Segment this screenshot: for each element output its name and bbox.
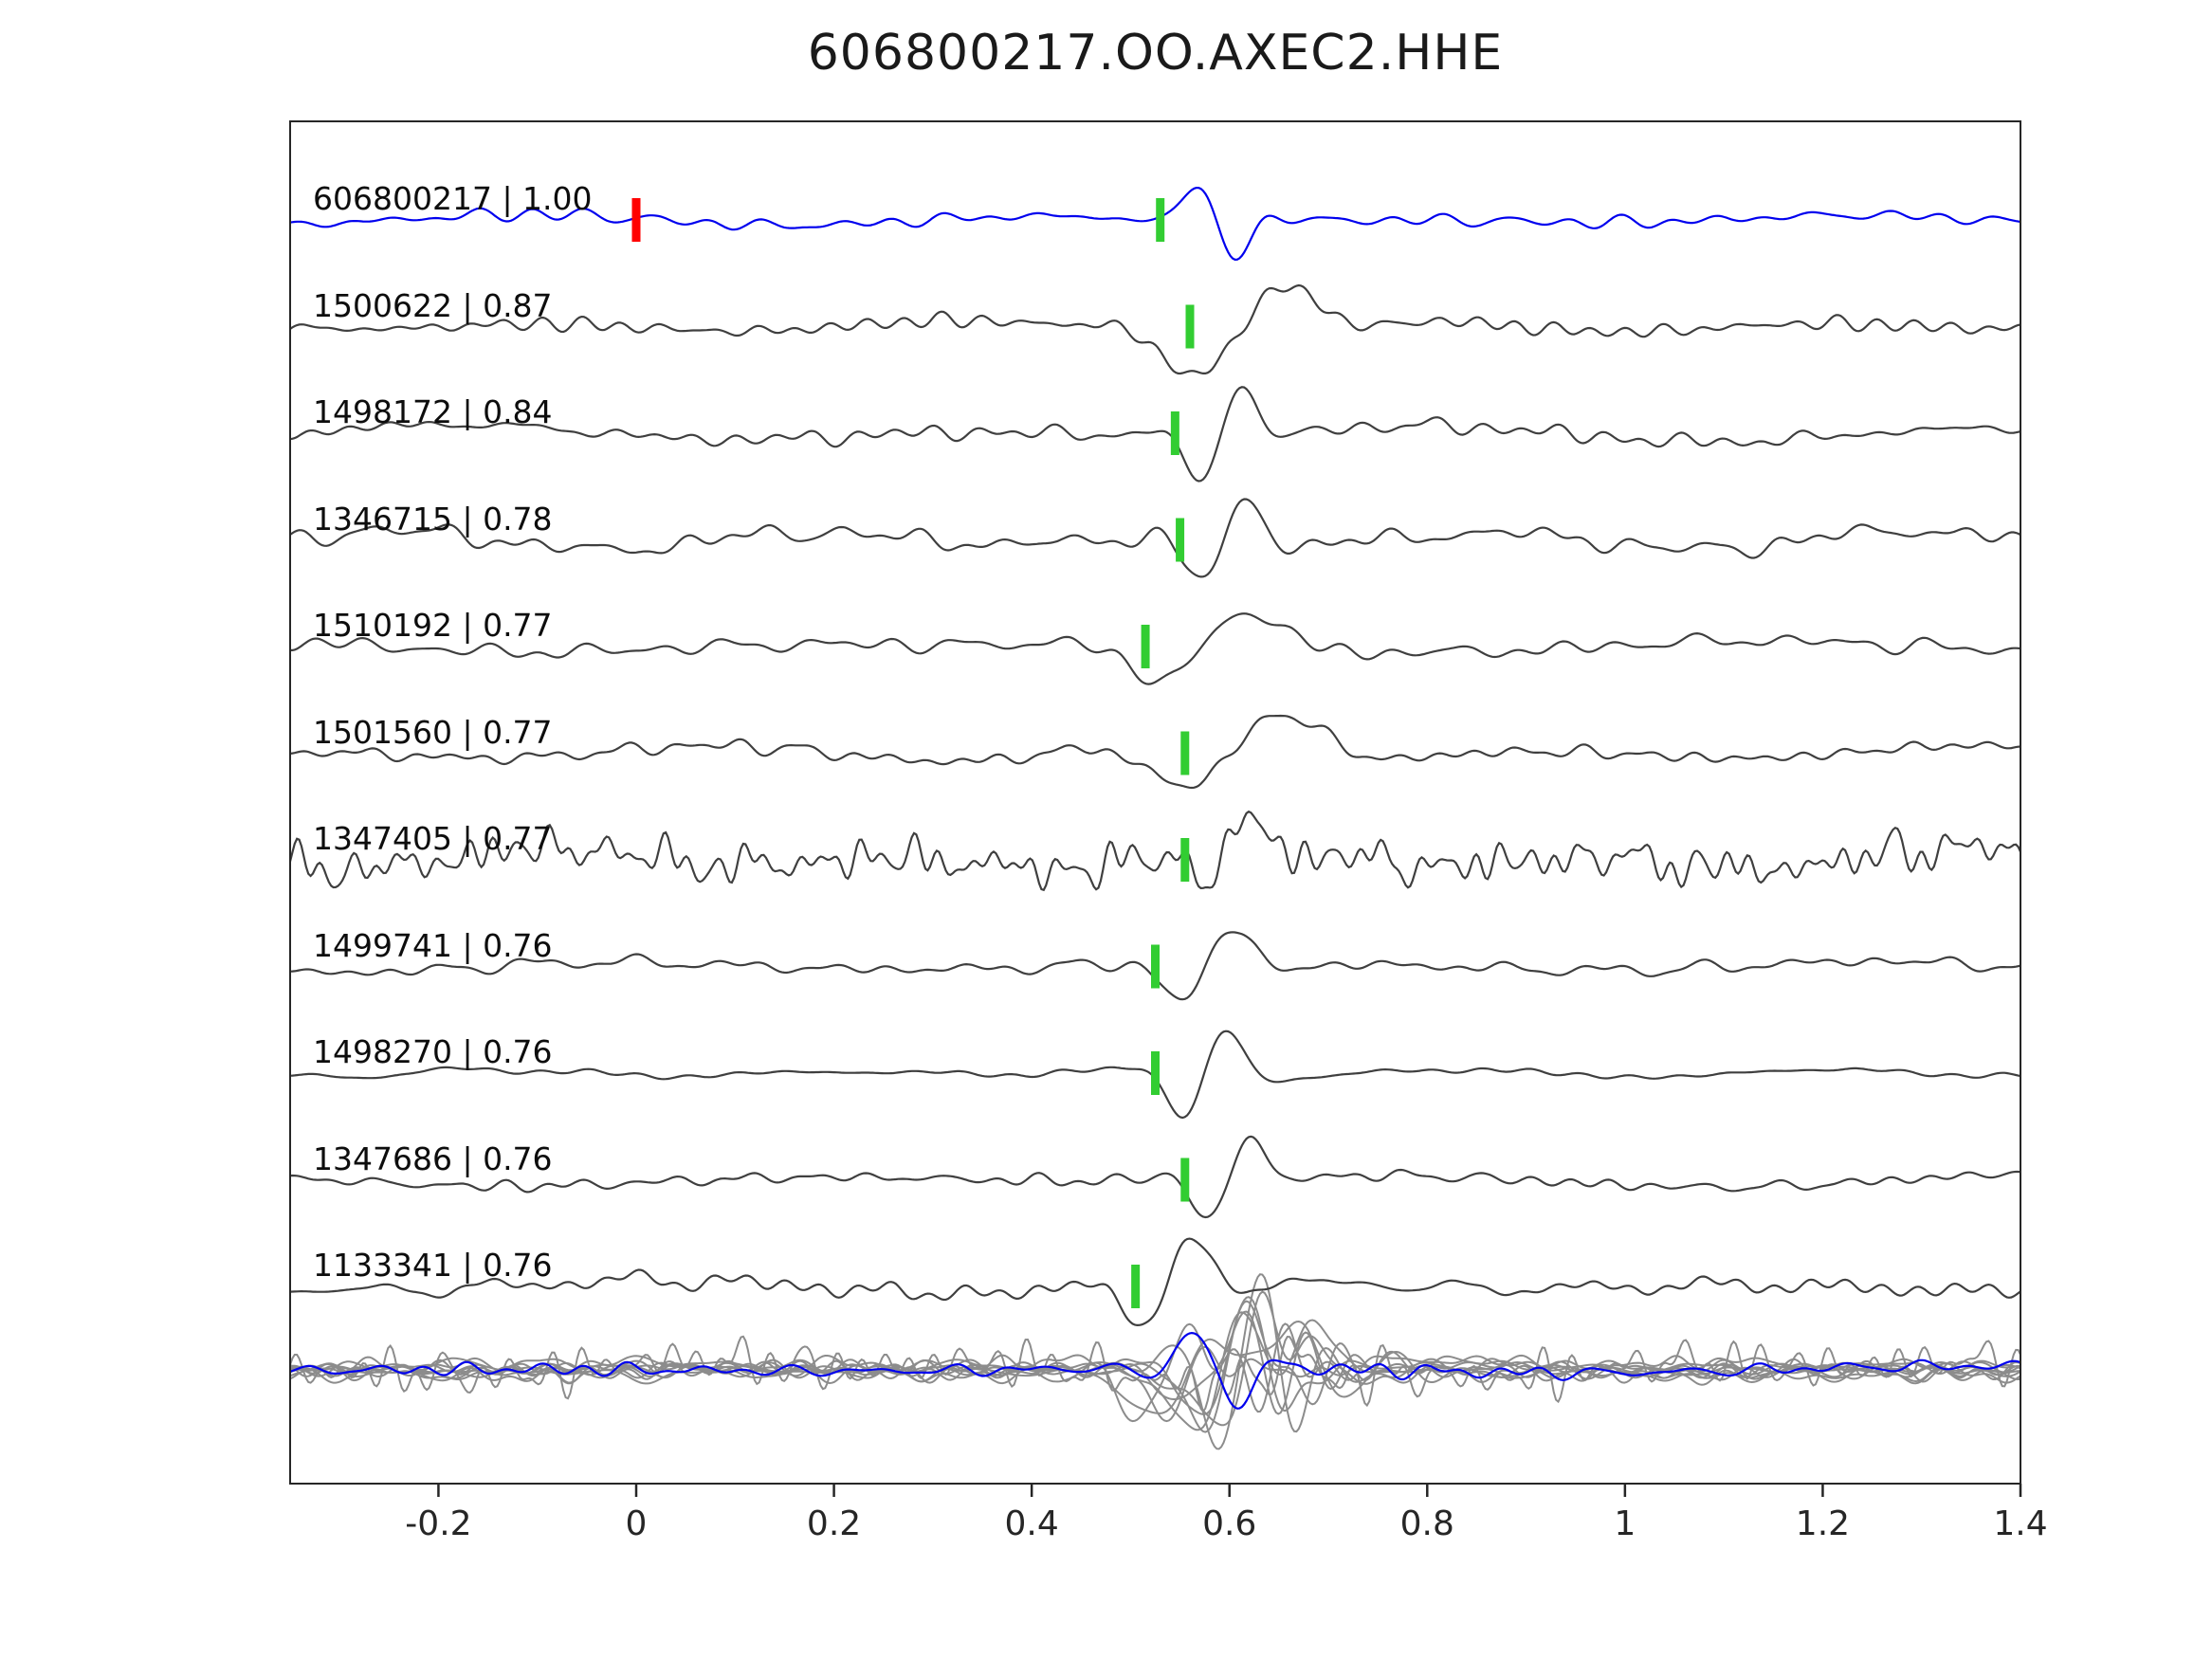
trace-label: 1510192 | 0.77 [313,607,553,644]
pick-marker [1170,411,1179,455]
pick-marker [1141,625,1150,668]
trace-label: 1133341 | 0.76 [313,1247,553,1284]
x-axis-tick-label: 1.4 [1993,1504,2048,1543]
pick-marker [1131,1265,1141,1308]
x-axis-tick-label: 0.4 [1004,1504,1059,1543]
waveform-trace [290,283,2020,375]
waveform-trace [290,386,2020,483]
waveform-trace [290,612,2020,685]
plot-border [289,120,2021,1485]
pick-marker [1180,1158,1190,1202]
pick-marker [1176,518,1185,562]
trace-label: 1346715 | 0.78 [313,500,553,538]
pick-marker [1151,1051,1160,1095]
waveform-trace [290,498,2020,578]
pick-marker [1156,198,1165,242]
x-axis-tick-label: 1 [1614,1504,1636,1543]
overlay-reference-trace [290,1331,2020,1410]
trace-label: 1347686 | 0.76 [313,1139,553,1177]
waveform-trace [290,1237,2020,1327]
trace-label: 1501560 | 0.77 [313,713,553,751]
trace-label: 1500622 | 0.87 [313,286,553,324]
trace-label: 1499741 | 0.76 [313,926,553,964]
pick-marker [1151,944,1160,989]
x-axis-tick-label: -0.2 [405,1504,472,1543]
trace-label: 606800217 | 1.00 [313,180,593,217]
reference-pick-marker [631,198,641,242]
waveform-trace [290,1135,2020,1219]
pick-marker [1180,731,1190,775]
trace-label: 1498172 | 0.84 [313,393,553,430]
x-axis-tick-label: 1.2 [1795,1504,1851,1543]
overlay-trace [290,1335,2020,1413]
pick-marker [1185,304,1195,349]
x-axis-tick-label: 0 [625,1504,648,1543]
figure-title: 606800217.OO.AXEC2.HHE [807,25,1504,82]
overlay-trace [290,1322,2020,1423]
x-axis-tick-label: 0.6 [1202,1504,1257,1543]
waveform-trace [290,810,2020,892]
trace-label: 1347405 | 0.77 [313,820,553,857]
x-axis-tick-label: 0.2 [806,1504,862,1543]
overlay-trace [290,1273,2020,1450]
waveform-trace [290,714,2020,790]
trace-label: 1498270 | 0.76 [313,1033,553,1070]
waveform-trace [290,187,2020,262]
pick-marker [1180,838,1190,882]
x-axis-tick-label: 0.8 [1399,1504,1454,1543]
